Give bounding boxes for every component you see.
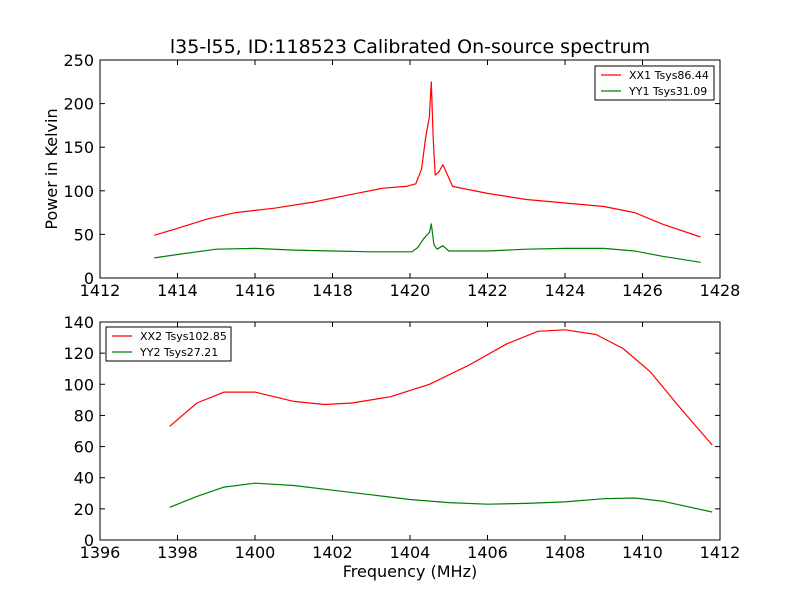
y-tick-label: 140 xyxy=(63,313,94,332)
x-tick-label: 1420 xyxy=(390,281,431,300)
x-tick-label: 1408 xyxy=(545,543,586,562)
y-tick-label: 200 xyxy=(63,95,94,114)
bottom-y-ticks: 0 20 40 60 80 100 120 140 xyxy=(63,313,720,550)
bottom-series xyxy=(169,329,713,513)
x-tick-label: 1398 xyxy=(157,543,198,562)
top-y-axis-label: Power in Kelvin xyxy=(42,108,61,229)
x-tick-label: 1404 xyxy=(390,543,431,562)
bottom-legend: XX2 Tsys102.85 YY2 Tsys27.21 xyxy=(105,326,232,362)
y-tick-label: 250 xyxy=(63,51,94,70)
y-tick-label: 150 xyxy=(63,138,94,157)
x-tick-label: 1406 xyxy=(467,543,508,562)
y-tick-label: 0 xyxy=(84,269,94,288)
bottom-x-axis-label: Frequency (MHz) xyxy=(343,562,477,581)
bottom-legend-label-xx2: XX2 Tsys102.85 xyxy=(140,330,227,343)
bottom-x-ticks: 1396 1398 1400 1402 1404 1406 1408 1410 1412 xyxy=(80,322,741,562)
x-tick-label: 1428 xyxy=(700,281,741,300)
x-tick-label: 1422 xyxy=(467,281,508,300)
x-tick-label: 1402 xyxy=(312,543,353,562)
bottom-legend-box xyxy=(105,326,232,362)
y-tick-label: 100 xyxy=(63,182,94,201)
x-tick-label: 1396 xyxy=(80,543,121,562)
series-line-yy xyxy=(154,223,701,263)
x-tick-label: 1412 xyxy=(700,543,741,562)
x-tick-label: 1410 xyxy=(622,543,663,562)
top-legend-box xyxy=(594,65,715,101)
y-tick-label: 20 xyxy=(74,500,94,519)
y-tick-label: 120 xyxy=(63,344,94,363)
chart-title: l35-l55, ID:118523 Calibrated On-source … xyxy=(170,36,650,58)
y-tick-label: 40 xyxy=(74,469,94,488)
series-line-xx xyxy=(169,329,713,446)
top-legend-label-xx1: XX1 Tsys86.44 xyxy=(629,69,709,82)
bottom-panel: 1396 1398 1400 1402 1404 1406 1408 1410 1412 0 20… xyxy=(63,313,740,581)
y-tick-label: 0 xyxy=(84,531,94,550)
y-tick-label: 50 xyxy=(74,225,94,244)
y-tick-label: 100 xyxy=(63,375,94,394)
x-tick-label: 1424 xyxy=(545,281,586,300)
series-line-xx xyxy=(154,81,701,238)
top-series xyxy=(154,81,701,263)
x-tick-label: 1416 xyxy=(235,281,276,300)
y-tick-label: 80 xyxy=(74,406,94,425)
x-tick-label: 1418 xyxy=(312,281,353,300)
top-legend-label-yy1: YY1 Tsys31.09 xyxy=(628,85,707,98)
top-legend: XX1 Tsys86.44 YY1 Tsys31.09 xyxy=(594,65,715,101)
bottom-legend-label-yy2: YY2 Tsys27.21 xyxy=(139,346,218,359)
top-y-ticks: 0 50 100 150 200 250 xyxy=(63,51,720,288)
x-tick-label: 1414 xyxy=(157,281,198,300)
top-x-ticks: 1412 1414 1416 1418 1420 1422 1424 1426 1428 xyxy=(80,60,741,300)
x-tick-label: 1412 xyxy=(80,281,121,300)
top-panel: 1412 1414 1416 1418 1420 1422 1424 1426 1428 0 50… xyxy=(42,51,740,300)
series-line-yy xyxy=(169,482,713,513)
x-tick-label: 1400 xyxy=(235,543,276,562)
x-tick-label: 1426 xyxy=(622,281,663,300)
y-tick-label: 60 xyxy=(74,438,94,457)
